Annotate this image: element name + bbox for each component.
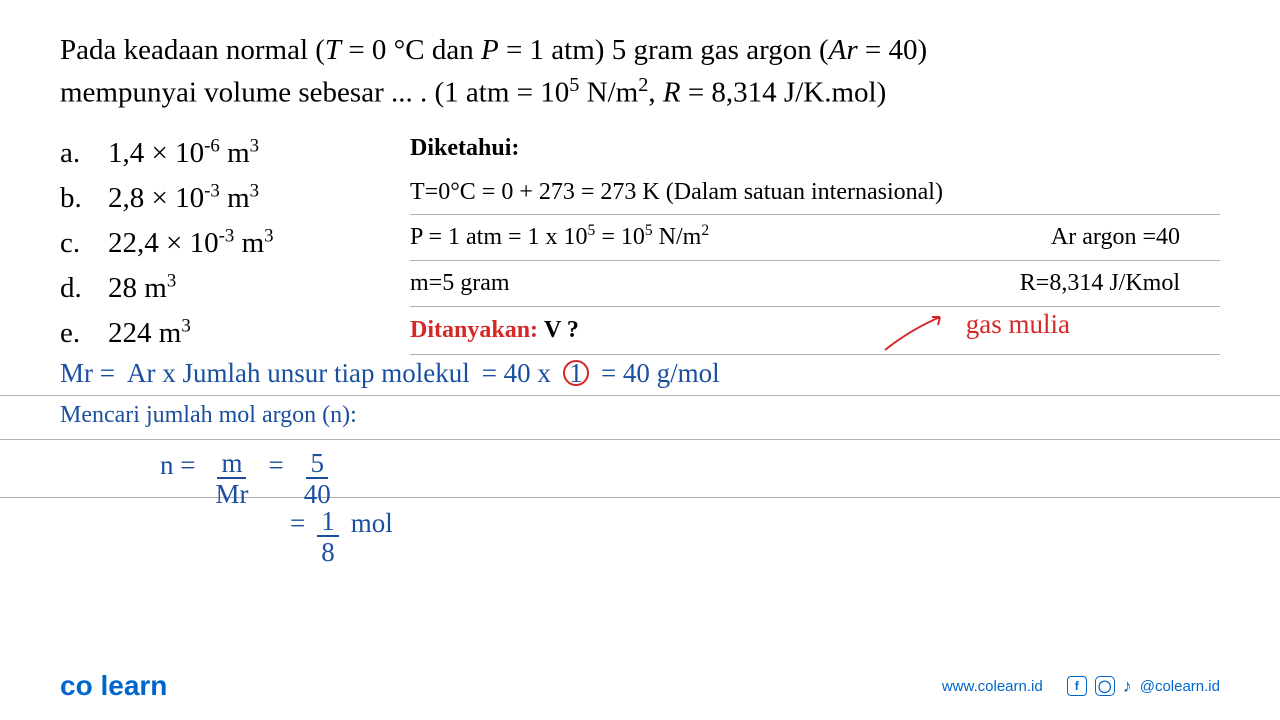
mol-unit: mol xyxy=(351,508,393,539)
q-part: = 40) xyxy=(858,34,928,66)
given-r: R=8,314 J/Kmol xyxy=(1020,266,1220,301)
given-mass: m=5 gram xyxy=(410,266,510,301)
q-var: T xyxy=(325,34,341,66)
opt-letter: d. xyxy=(60,266,108,311)
mencari-label: Mencari jumlah mol argon (n): xyxy=(60,402,357,428)
gas-mulia-annotation: gas mulia xyxy=(966,305,1070,344)
given-row: P = 1 atm = 1 x 105 = 105 N/m2 Ar argon … xyxy=(410,215,1220,261)
mencari-line: Mencari jumlah mol argon (n): xyxy=(0,396,1280,440)
given-row: m=5 gram R=8,314 J/Kmol xyxy=(410,261,1220,307)
footer: co learn www.colearn.id f ◯ ♪ @colearn.i… xyxy=(0,670,1280,702)
mr-calculation-line: Mr = Ar x Jumlah unsur tiap molekul = 40… xyxy=(0,352,1280,396)
n-calc-line-1: n = m Mr = 5 40 xyxy=(0,440,1280,498)
opt-value: 22,4 × 10-3 m3 xyxy=(108,221,274,266)
ditanyakan-label: Ditanyakan: xyxy=(410,317,538,343)
opt-value: 1,4 × 10-6 m3 xyxy=(108,131,259,176)
option-e: e. 224 m3 xyxy=(60,311,380,356)
eq-sign: = xyxy=(268,450,283,481)
q-exp: 5 xyxy=(569,74,579,96)
n-calc-line-2: = 1 8 mol xyxy=(0,498,1280,556)
opt-letter: e. xyxy=(60,311,108,356)
q-part: Pada keadaan normal ( xyxy=(60,34,325,66)
fraction-1-8: 1 8 xyxy=(317,508,339,566)
question-text: Pada keadaan normal (T = 0 °C dan P = 1 … xyxy=(60,30,1220,113)
mr-result: = 40 g/mol xyxy=(601,358,720,389)
option-d: d. 28 m3 xyxy=(60,266,380,311)
opt-value: 2,8 × 10-3 m3 xyxy=(108,176,259,221)
arrow-icon xyxy=(880,315,950,355)
tiktok-icon: ♪ xyxy=(1123,676,1132,697)
facebook-icon: f xyxy=(1067,676,1087,696)
opt-letter: a. xyxy=(60,131,108,176)
diketahui-label: Diketahui: xyxy=(410,131,1220,166)
option-c: c. 22,4 × 10-3 m3 xyxy=(60,221,380,266)
given-temp: T=0°C = 0 + 273 = 273 K (Dalam satuan in… xyxy=(410,175,943,210)
asked-row: Ditanyakan: V ? gas mulia xyxy=(410,307,1220,355)
circled-one: 1 xyxy=(563,360,589,386)
n-lhs: n = xyxy=(160,450,195,481)
footer-url: www.colearn.id xyxy=(942,678,1043,695)
q-part: , xyxy=(648,76,663,108)
solution-column: Diketahui: T=0°C = 0 + 273 = 273 K (Dala… xyxy=(410,131,1220,356)
q-exp: 2 xyxy=(638,74,648,96)
mr-eq: = 40 x xyxy=(482,358,551,389)
social-handle: @colearn.id xyxy=(1140,678,1220,695)
eq-sign: = xyxy=(290,508,305,539)
opt-letter: c. xyxy=(60,221,108,266)
given-ar: Ar argon =40 xyxy=(1051,220,1220,255)
social-icons: f ◯ ♪ @colearn.id xyxy=(1067,676,1220,697)
opt-value: 28 m3 xyxy=(108,266,176,311)
mr-lhs: Mr = xyxy=(60,358,115,389)
answer-options: a. 1,4 × 10-6 m3 b. 2,8 × 10-3 m3 c. 22,… xyxy=(60,131,380,356)
asked-value: V ? xyxy=(544,317,579,343)
q-part: N/m xyxy=(579,76,638,108)
option-a: a. 1,4 × 10-6 m3 xyxy=(60,131,380,176)
q-var: P xyxy=(481,34,499,66)
option-b: b. 2,8 × 10-3 m3 xyxy=(60,176,380,221)
q-part: mempunyai volume sebesar ... . (1 atm = … xyxy=(60,76,569,108)
opt-letter: b. xyxy=(60,176,108,221)
q-part: = 0 °C dan xyxy=(341,34,481,66)
q-part: = 1 atm) 5 gram gas argon ( xyxy=(499,34,829,66)
given-pressure: P = 1 atm = 1 x 105 = 105 N/m2 xyxy=(410,220,709,255)
q-var: R xyxy=(663,76,681,108)
given-row: T=0°C = 0 + 273 = 273 K (Dalam satuan in… xyxy=(410,170,1220,216)
colearn-logo: co learn xyxy=(60,670,167,702)
mr-formula-text: Ar x Jumlah unsur tiap molekul xyxy=(127,358,470,389)
opt-value: 224 m3 xyxy=(108,311,191,356)
q-part: = 8,314 J/K.mol) xyxy=(681,76,887,108)
q-var: Ar xyxy=(829,34,858,66)
instagram-icon: ◯ xyxy=(1095,676,1115,696)
